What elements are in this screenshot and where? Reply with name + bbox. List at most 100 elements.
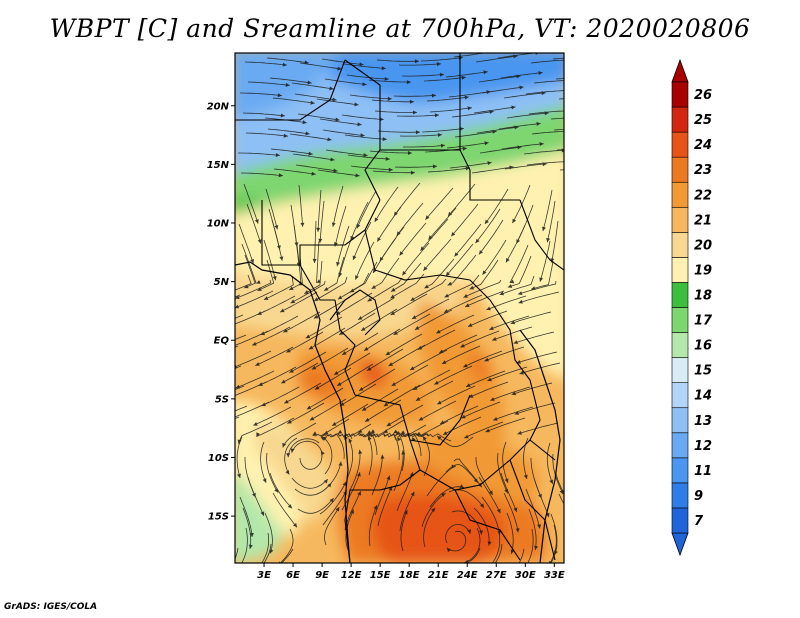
streamline-arrow — [337, 295, 343, 300]
streamline-arrow — [489, 326, 494, 330]
streamline-arrow — [441, 493, 446, 497]
streamline — [235, 294, 241, 298]
colorbar-label: 24 — [694, 138, 712, 153]
streamline — [383, 432, 400, 461]
streamline — [263, 239, 277, 281]
streamline-arrow — [305, 131, 310, 136]
streamline — [261, 532, 269, 563]
streamline-arrow — [410, 366, 415, 370]
streamline-arrow — [393, 331, 398, 335]
streamline — [527, 528, 534, 563]
colorbar-swatch — [671, 507, 689, 534]
streamline-arrow — [322, 436, 327, 441]
streamline — [324, 78, 367, 85]
streamline — [461, 401, 501, 419]
streamline-arrow — [507, 284, 513, 288]
streamline — [486, 295, 527, 311]
streamline-arrow — [519, 85, 524, 90]
streamline — [473, 106, 516, 114]
streamline-arrow — [308, 151, 313, 156]
streamline — [374, 110, 418, 113]
lon-tick-label: 30E — [515, 570, 536, 581]
streamline-arrow — [391, 287, 396, 292]
southwest-20 — [255, 420, 332, 525]
streamline — [500, 472, 518, 513]
streamline-arrow — [287, 419, 292, 424]
streamline-arrow — [504, 478, 509, 483]
streamline-arrow — [440, 143, 445, 148]
streamline-arrow — [464, 434, 469, 439]
streamline — [558, 493, 564, 505]
streamline — [350, 201, 369, 241]
streamline — [502, 441, 509, 484]
streamline — [255, 346, 294, 366]
colorbar-label: 25 — [694, 113, 712, 128]
streamline-arrow — [431, 507, 436, 513]
streamline-arrow — [330, 157, 335, 162]
streamline — [399, 491, 415, 532]
streamline-arrow — [252, 341, 257, 346]
streamline-arrow — [446, 564, 451, 568]
streamline-arrow — [282, 62, 287, 67]
streamline — [235, 416, 240, 420]
streamline-arrow — [309, 416, 315, 421]
streamline — [558, 98, 564, 100]
streamline — [372, 170, 415, 174]
streamline — [363, 328, 401, 352]
streamline — [341, 332, 379, 356]
streamline — [346, 74, 389, 80]
streamline — [506, 112, 549, 119]
colorbar-label: 21 — [694, 213, 712, 228]
streamline — [402, 74, 444, 77]
streamline-arrow — [390, 311, 396, 315]
streamline-arrow — [207, 346, 211, 350]
streamline-arrow — [314, 385, 320, 390]
streamline — [386, 404, 424, 427]
streamline — [323, 433, 345, 460]
lat-tick-label: 15S — [208, 512, 229, 523]
streamline-arrow — [308, 345, 314, 350]
streamline-arrow — [336, 261, 340, 267]
streamline-arrow — [362, 82, 367, 87]
streamline — [238, 421, 273, 445]
streamline-arrow — [598, 168, 602, 172]
streamline — [287, 438, 320, 458]
streamline — [436, 314, 475, 334]
streamline — [429, 107, 472, 113]
streamline-arrow — [516, 239, 520, 244]
streamline-arrow — [479, 250, 483, 255]
lat-tick-label: 10S — [208, 453, 229, 464]
streamline — [374, 475, 390, 516]
streamline-arrow — [359, 62, 364, 67]
streamline — [394, 165, 438, 168]
streamline-arrow — [220, 292, 224, 296]
streamline — [305, 316, 343, 339]
streamline — [553, 129, 564, 131]
streamline-arrow — [337, 429, 343, 434]
streamline — [490, 386, 531, 401]
streamline — [239, 496, 253, 538]
streamline — [371, 454, 383, 496]
lon-tick-label: 24E — [457, 570, 478, 581]
streamline-arrow — [538, 71, 543, 75]
streamline — [287, 402, 325, 424]
streamline — [299, 62, 342, 70]
streamline — [366, 433, 373, 476]
cold-core — [330, 53, 564, 104]
streamline-arrow — [355, 275, 359, 280]
streamline — [393, 450, 404, 492]
streamline — [487, 366, 528, 382]
streamline — [426, 96, 469, 102]
colorbar-label: 14 — [694, 389, 712, 404]
streamline-arrow — [335, 117, 340, 122]
streamline — [298, 184, 304, 227]
streamline — [264, 512, 273, 554]
colorbar-label: 26 — [694, 88, 712, 103]
colorbar-swatch — [671, 407, 689, 434]
streamline-arrow — [289, 286, 294, 290]
colorbar-swatch — [671, 257, 689, 283]
streamline — [416, 433, 452, 442]
streamline — [240, 92, 282, 96]
streamline — [257, 259, 275, 292]
streamline — [465, 370, 506, 388]
